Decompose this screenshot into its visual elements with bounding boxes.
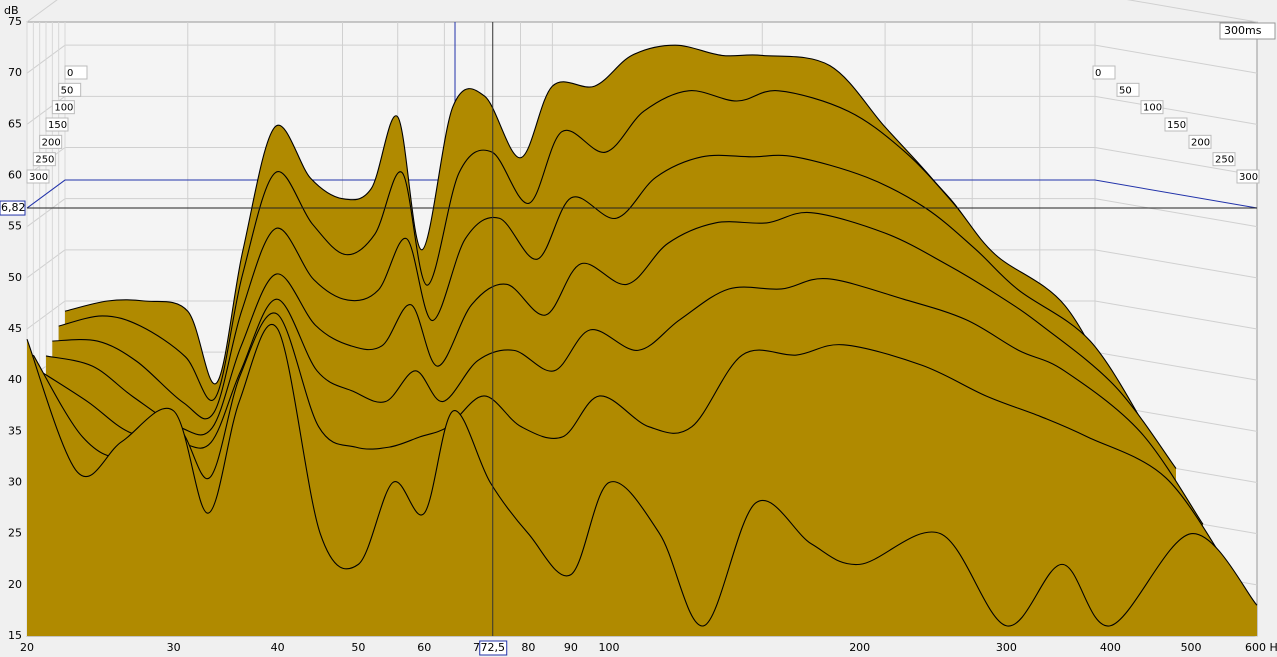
x-tick-label: 20: [20, 641, 34, 654]
slice-line: [32, 312, 1231, 571]
y-tick-label: 50: [8, 271, 22, 284]
z-tick-box: [58, 82, 82, 97]
y-tick-label: 35: [8, 424, 22, 437]
y-tick-label: 20: [8, 578, 22, 591]
z-tick-box: [26, 169, 50, 184]
z-tick-label: 100: [1143, 103, 1162, 114]
time-box: [1219, 22, 1276, 40]
cursor-x-label: 72,5: [480, 641, 505, 654]
overlay: 1520253035404550556065707520304050607080…: [0, 15, 1277, 656]
x-tick-label: 500: [1181, 641, 1202, 654]
z-tick-box: [1140, 100, 1164, 115]
y-tick-label: 70: [8, 66, 22, 79]
x-tick-label: 40: [271, 641, 285, 654]
x-tick-label: 400: [1100, 641, 1121, 654]
z-tick-label: 200: [42, 137, 61, 148]
z-tick-label: 50: [1119, 85, 1132, 96]
z-tick-label: 100: [54, 103, 73, 114]
time-label: 300ms: [1224, 24, 1262, 37]
grid-line: [1094, 249, 1258, 279]
y-tick-label: 25: [8, 527, 22, 540]
cursor-y-label: 6,82: [1, 201, 26, 214]
x-tick-label: 200: [849, 641, 870, 654]
z-tick-box: [1236, 169, 1260, 184]
grid-line: [1094, 351, 1258, 381]
cursor-x-box: [479, 640, 508, 656]
x-tick-label: 50: [351, 641, 365, 654]
z-tick-box: [32, 152, 56, 167]
x-tick-label: 600 Hz: [1245, 641, 1277, 654]
grid-line: [1094, 147, 1258, 176]
x-tick-label: 30: [167, 641, 181, 654]
grid-line: [1094, 44, 1258, 74]
z-tick-label: 50: [61, 85, 74, 96]
y-tick-label: 60: [8, 169, 22, 182]
slices: [26, 44, 1258, 636]
x-tick-label: 300: [996, 641, 1017, 654]
z-tick-box: [1212, 152, 1236, 167]
z-tick-label: 250: [1215, 155, 1234, 166]
z-tick-label: 150: [1167, 120, 1186, 131]
x-tick-label: 80: [521, 641, 535, 654]
grid-line: [26, 0, 58, 23]
y-tick-label: 55: [8, 220, 22, 233]
z-tick-label: 0: [1095, 68, 1101, 79]
z-tick-box: [1092, 65, 1116, 80]
y-tick-label: 15: [8, 629, 22, 642]
z-tick-box: [1164, 117, 1188, 132]
grid-line: [1094, 198, 1258, 228]
x-tick-label: 60: [417, 641, 431, 654]
z-tick-label: 250: [35, 155, 54, 166]
cursor-y-box: [0, 200, 26, 216]
z-tick-label: 300: [29, 172, 48, 183]
z-tick-box: [1188, 134, 1212, 149]
y-tick-label: 30: [8, 476, 22, 489]
slice-line: [26, 323, 1258, 627]
grid-line: [1126, 0, 1258, 23]
x-tick-label: 90: [564, 641, 578, 654]
slice-line: [64, 44, 1096, 455]
grid-line: [1094, 95, 1258, 125]
slice-line: [58, 90, 1123, 409]
z-tick-label: 0: [67, 68, 73, 79]
slice-line: [39, 278, 1204, 525]
z-tick-box: [45, 117, 69, 132]
y-tick-label: 65: [8, 117, 22, 130]
slice-fill: [27, 324, 1257, 636]
z-tick-label: 150: [48, 120, 67, 131]
z-tick-box: [1116, 82, 1140, 97]
x-tick-label: 100: [599, 641, 620, 654]
z-tick-box: [39, 134, 63, 149]
y-tick-label: 45: [8, 322, 22, 335]
slice-line: [45, 211, 1177, 469]
z-tick-label: 200: [1191, 137, 1210, 148]
z-tick-label: 300: [1239, 172, 1258, 183]
y-tick-label: 40: [8, 373, 22, 386]
z-tick-box: [64, 65, 88, 80]
grid-line: [1094, 300, 1258, 330]
y-axis-label: dB: [4, 4, 19, 17]
z-tick-box: [51, 100, 75, 115]
y-tick-label: 75: [8, 15, 22, 28]
